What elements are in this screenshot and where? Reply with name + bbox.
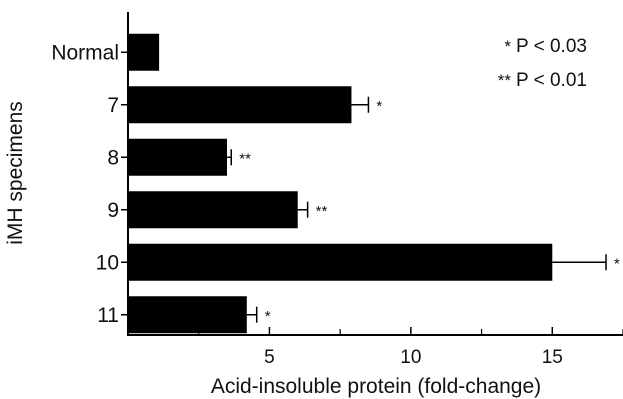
significance-marker: ** — [316, 203, 328, 220]
significance-marker: ** — [239, 150, 251, 167]
legend-entry-label: P < 0.03 — [516, 36, 587, 57]
significance-marker: * — [614, 255, 620, 272]
bar — [128, 296, 247, 334]
bar — [128, 86, 352, 124]
legend-entry-label: P < 0.01 — [516, 70, 587, 91]
x-axis-ticks: 5 10 15 — [198, 327, 623, 368]
legend-entry-marker: * — [504, 37, 511, 56]
y-tick-label: 11 — [97, 304, 119, 327]
bar — [128, 138, 227, 176]
y-tick-label: 9 — [107, 199, 119, 222]
legend-entry-marker: ** — [498, 71, 512, 90]
significance-marker: * — [376, 98, 382, 115]
bar — [128, 191, 298, 229]
bar — [128, 243, 553, 281]
x-tick-label: 5 — [264, 347, 275, 368]
significance-legend: * P < 0.03 ** P < 0.01 — [498, 36, 587, 91]
y-axis-category-labels: Normal 7 8 9 10 11 — [51, 41, 128, 327]
y-axis-title: iMH specimens — [4, 101, 27, 245]
chart-bars: ******* — [128, 33, 620, 334]
x-tick-label: 15 — [542, 347, 563, 368]
bar — [128, 33, 160, 71]
y-tick-label: Normal — [51, 41, 119, 64]
significance-marker: * — [265, 308, 271, 325]
x-axis-title: Acid-insoluble protein (fold-change) — [211, 375, 541, 398]
y-tick-label: 10 — [96, 251, 119, 274]
y-tick-label: 8 — [107, 146, 119, 169]
x-tick-label: 10 — [400, 347, 421, 368]
y-tick-label: 7 — [107, 94, 119, 117]
